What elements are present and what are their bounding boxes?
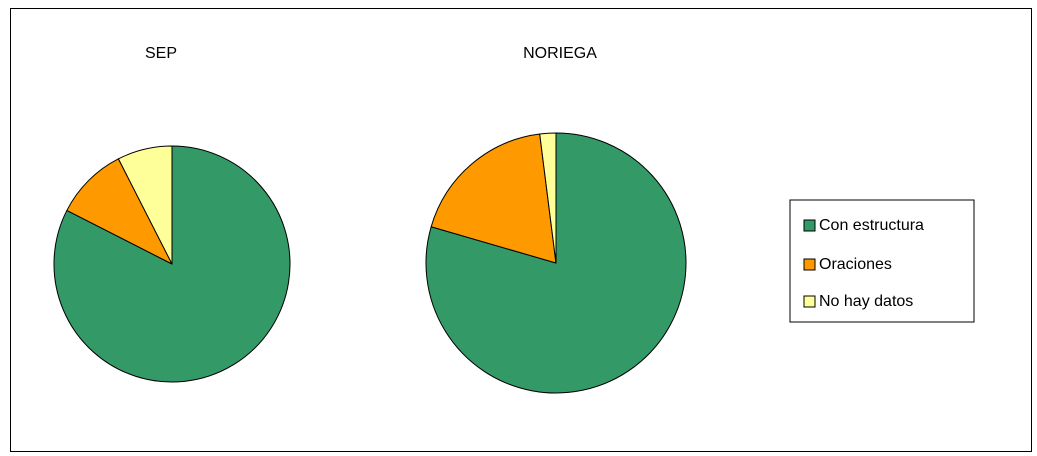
pie-sep: [53, 145, 291, 383]
legend-label-no-hay-datos: No hay datos: [819, 293, 913, 310]
pie-slice-noriega-oraciones: [430, 133, 557, 264]
pie-slice-noriega-no-hay-datos: [539, 132, 557, 264]
pie-title-sep: SEP: [145, 45, 177, 62]
legend-label-con-estructura: Con estructura: [819, 217, 924, 234]
pie-slice-noriega-con-estructura: [425, 132, 687, 394]
legend-box: [789, 199, 975, 323]
legend-swatch-con-estructura: [803, 219, 816, 232]
pie-slice-sep-no-hay-datos: [117, 145, 173, 265]
legend-swatch-no-hay-datos: [803, 295, 816, 308]
legend-swatch-oraciones: [803, 258, 816, 271]
pie-noriega: [425, 132, 687, 394]
pie-slice-sep-oraciones: [66, 158, 173, 265]
legend: Con estructura Oraciones No hay datos: [789, 199, 975, 323]
legend-label-oraciones: Oraciones: [819, 256, 892, 273]
pie-title-noriega: NORIEGA: [523, 45, 597, 62]
